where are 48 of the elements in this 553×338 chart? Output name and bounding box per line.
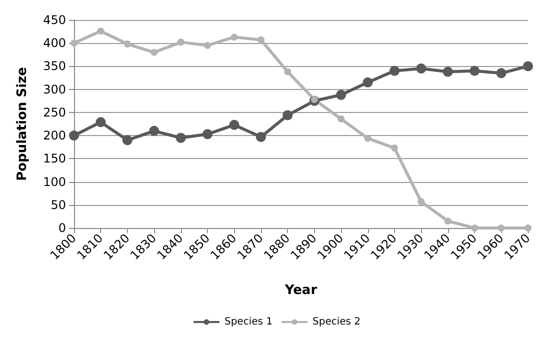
- x-axis-title: Year: [284, 283, 318, 298]
- point: [70, 40, 78, 47]
- point: [69, 130, 79, 141]
- y-tick-label: 100: [43, 174, 66, 189]
- y-tick-label: 0: [58, 221, 66, 235]
- point: [177, 38, 184, 46]
- point: [338, 115, 345, 122]
- point: [96, 117, 106, 128]
- point: [390, 144, 398, 152]
- y-tick-label: 200: [43, 128, 66, 143]
- point: [124, 40, 131, 48]
- point: [444, 218, 452, 225]
- y-tick-label: 450: [43, 13, 66, 27]
- point: [336, 90, 346, 100]
- point: [256, 132, 266, 142]
- point: [389, 66, 400, 76]
- y-tick-label: 250: [43, 105, 66, 120]
- point: [97, 28, 104, 35]
- point: [150, 48, 158, 56]
- point: [122, 135, 132, 146]
- point: [284, 68, 292, 76]
- y-tick-label: 400: [43, 36, 66, 50]
- point: [364, 134, 372, 142]
- point: [230, 34, 238, 41]
- point: [282, 110, 293, 120]
- point: [204, 42, 212, 49]
- point: [176, 132, 186, 143]
- legend-label: Species 1: [224, 316, 273, 328]
- y-axis-title: Population Size: [15, 66, 30, 181]
- point: [470, 66, 480, 76]
- point: [229, 120, 240, 130]
- point: [416, 64, 426, 74]
- point: [471, 224, 478, 232]
- point: [523, 61, 533, 72]
- point: [418, 198, 425, 206]
- point: [149, 126, 160, 136]
- y-tick-label: 300: [43, 82, 66, 96]
- point: [442, 66, 453, 77]
- point: [310, 96, 318, 103]
- legend-label: Species 2: [312, 316, 361, 328]
- point: [257, 36, 264, 44]
- y-tick-label: 150: [43, 152, 66, 166]
- point: [362, 77, 373, 88]
- point: [496, 68, 506, 78]
- point: [202, 129, 213, 140]
- point: [498, 224, 505, 232]
- y-tick-label: 50: [50, 198, 66, 212]
- y-tick-label: 350: [43, 59, 66, 74]
